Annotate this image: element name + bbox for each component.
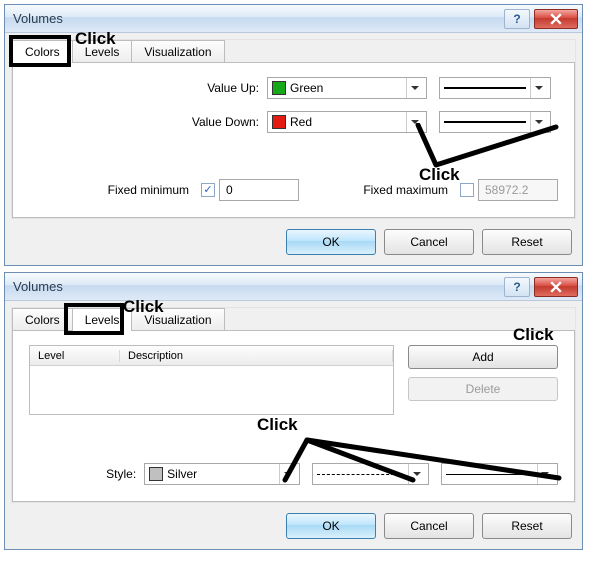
volumes-dialog-colors: Volumes ? Colors Levels Visualization Va…: [4, 4, 583, 266]
dialog-buttons: OK Cancel Reset: [5, 503, 582, 549]
tab-colors[interactable]: Colors: [12, 308, 73, 331]
value-down-color-name: Red: [290, 115, 402, 129]
style-row: Style: Silver: [29, 463, 558, 485]
dropdown-arrow-icon: [279, 464, 295, 484]
levels-listview[interactable]: Level Description: [29, 345, 394, 415]
dialog-body: Colors Levels Visualization Level Descri…: [11, 307, 576, 503]
value-down-label: Value Down:: [29, 115, 259, 129]
line-sample-icon: [446, 474, 533, 475]
fixed-min-label: Fixed minimum: [29, 183, 189, 197]
titlebar: Volumes ?: [5, 5, 582, 33]
value-up-color-combo[interactable]: Green: [267, 77, 427, 99]
value-up-swatch: [272, 81, 286, 95]
fixed-max-label: Fixed maximum: [363, 183, 448, 197]
tab-strip: Colors Levels Visualization: [12, 308, 575, 331]
add-button[interactable]: Add: [408, 345, 558, 369]
fixed-max-checkbox[interactable]: [460, 183, 474, 197]
value-up-color-name: Green: [290, 81, 402, 95]
col-level[interactable]: Level: [30, 350, 120, 362]
tab-visualization[interactable]: Visualization: [131, 40, 224, 63]
dialog-buttons: OK Cancel Reset: [5, 219, 582, 265]
tab-visualization[interactable]: Visualization: [131, 308, 224, 331]
cancel-button[interactable]: Cancel: [384, 229, 474, 255]
reset-button[interactable]: Reset: [482, 513, 572, 539]
line-sample-icon: [444, 121, 526, 123]
style-swatch: [149, 467, 163, 481]
tab-levels[interactable]: Levels: [72, 40, 133, 63]
close-button[interactable]: [534, 277, 578, 297]
dropdown-arrow-icon: [530, 78, 546, 98]
dialog-body: Colors Levels Visualization Value Up: Gr…: [11, 39, 576, 219]
style-width-combo[interactable]: [441, 463, 558, 485]
tab-strip: Colors Levels Visualization: [12, 40, 575, 63]
dropdown-arrow-icon: [537, 464, 553, 484]
value-up-linestyle-combo[interactable]: [439, 77, 551, 99]
value-down-color-combo[interactable]: Red: [267, 111, 427, 133]
colors-panel: Value Up: Green Value Down: Red: [12, 62, 575, 218]
style-color-name: Silver: [167, 467, 275, 481]
style-dash-combo[interactable]: [312, 463, 429, 485]
line-sample-icon: [444, 87, 526, 89]
style-label: Style:: [29, 467, 136, 481]
delete-button[interactable]: Delete: [408, 377, 558, 401]
value-up-row: Value Up: Green: [29, 77, 558, 99]
dash-sample-icon: [317, 474, 404, 475]
dropdown-arrow-icon: [406, 78, 422, 98]
dropdown-arrow-icon: [530, 112, 546, 132]
window-title: Volumes: [13, 11, 502, 26]
tab-colors[interactable]: Colors: [12, 40, 73, 63]
side-buttons: Add Delete: [408, 345, 558, 415]
cancel-button[interactable]: Cancel: [384, 513, 474, 539]
fixed-row: Fixed minimum 0 Fixed maximum 58972.2: [29, 179, 558, 201]
ok-button[interactable]: OK: [286, 513, 376, 539]
volumes-dialog-levels: Volumes ? Colors Levels Visualization Le…: [4, 272, 583, 550]
style-color-combo[interactable]: Silver: [144, 463, 300, 485]
levels-panel: Level Description Add Delete Style: Silv…: [12, 330, 575, 502]
fixed-min-input[interactable]: 0: [219, 179, 299, 201]
window-title: Volumes: [13, 279, 502, 294]
list-header: Level Description: [30, 346, 393, 366]
reset-button[interactable]: Reset: [482, 229, 572, 255]
value-down-row: Value Down: Red: [29, 111, 558, 133]
dropdown-arrow-icon: [408, 464, 424, 484]
help-button[interactable]: ?: [504, 277, 530, 297]
fixed-min-checkbox[interactable]: [201, 183, 215, 197]
value-up-label: Value Up:: [29, 81, 259, 95]
titlebar: Volumes ?: [5, 273, 582, 301]
help-button[interactable]: ?: [504, 9, 530, 29]
value-down-linestyle-combo[interactable]: [439, 111, 551, 133]
value-down-swatch: [272, 115, 286, 129]
fixed-max-input[interactable]: 58972.2: [478, 179, 558, 201]
dropdown-arrow-icon: [406, 112, 422, 132]
close-button[interactable]: [534, 9, 578, 29]
tab-levels[interactable]: Levels: [72, 308, 133, 331]
ok-button[interactable]: OK: [286, 229, 376, 255]
col-description[interactable]: Description: [120, 350, 393, 362]
